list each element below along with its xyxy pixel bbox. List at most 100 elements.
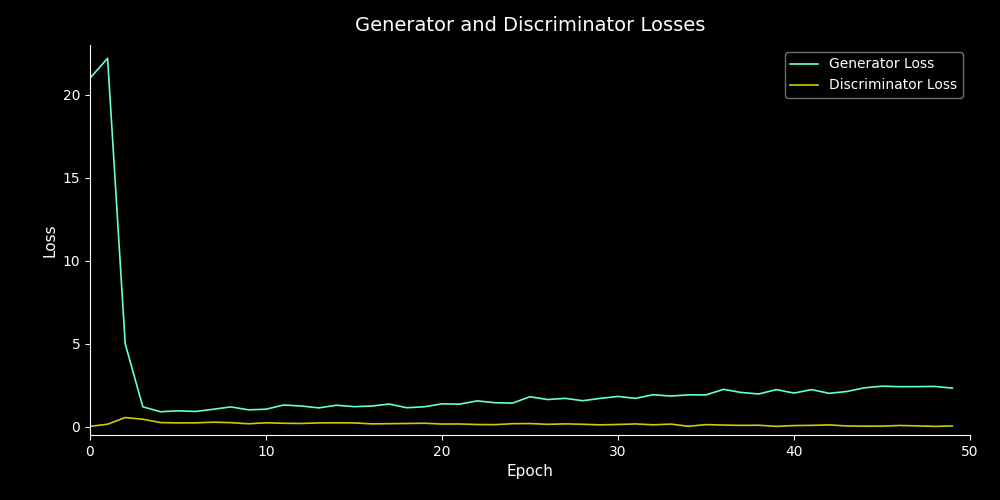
Discriminator Loss — [946, 423, 958, 429]
Generator Loss — [260, 406, 272, 412]
Discriminator Loss — [190, 420, 202, 426]
Discriminator Loss — [295, 420, 307, 426]
Discriminator Loss — [137, 416, 149, 422]
Generator Loss — [700, 392, 712, 398]
Discriminator Loss — [894, 422, 906, 428]
Generator Loss — [718, 386, 730, 392]
Discriminator Loss — [718, 422, 730, 428]
Generator Loss — [225, 404, 237, 410]
Generator Loss — [313, 405, 325, 411]
Generator Loss — [894, 384, 906, 390]
Discriminator Loss — [876, 423, 888, 429]
Generator Loss — [242, 407, 254, 413]
Discriminator Loss — [647, 422, 659, 428]
Generator Loss — [366, 403, 378, 409]
Generator Loss — [295, 403, 307, 409]
Discriminator Loss — [436, 421, 448, 427]
Discriminator Loss — [489, 422, 501, 428]
Discriminator Loss — [665, 421, 677, 427]
Discriminator Loss — [225, 420, 237, 426]
Discriminator Loss — [594, 422, 606, 428]
X-axis label: Epoch: Epoch — [507, 464, 553, 479]
Generator Loss — [841, 388, 853, 394]
Generator Loss — [278, 402, 290, 408]
Discriminator Loss — [524, 420, 536, 426]
Generator Loss — [594, 396, 606, 402]
Discriminator Loss — [770, 424, 782, 430]
Discriminator Loss — [806, 422, 818, 428]
Generator Loss — [84, 75, 96, 81]
Generator Loss — [630, 396, 642, 402]
Discriminator Loss — [401, 420, 413, 426]
Discriminator Loss — [278, 420, 290, 426]
Discriminator Loss — [630, 421, 642, 427]
Discriminator Loss — [172, 420, 184, 426]
Discriminator Loss — [348, 420, 360, 426]
Generator Loss — [612, 394, 624, 400]
Generator Loss — [436, 401, 448, 407]
Discriminator Loss — [84, 424, 96, 430]
Generator Loss — [383, 401, 395, 407]
Generator Loss — [682, 392, 694, 398]
Discriminator Loss — [542, 422, 554, 428]
Generator Loss — [647, 392, 659, 398]
Discriminator Loss — [154, 420, 166, 426]
Generator Loss — [524, 394, 536, 400]
Discriminator Loss — [911, 423, 923, 429]
Legend: Generator Loss, Discriminator Loss: Generator Loss, Discriminator Loss — [785, 52, 963, 98]
Generator Loss — [137, 404, 149, 410]
Discriminator Loss — [418, 420, 430, 426]
Discriminator Loss — [330, 420, 342, 426]
Generator Loss — [190, 408, 202, 414]
Discriminator Loss — [207, 419, 219, 425]
Discriminator Loss — [260, 420, 272, 426]
Generator Loss — [788, 390, 800, 396]
Generator Loss — [946, 385, 958, 391]
Generator Loss — [858, 385, 870, 391]
Generator Loss — [542, 396, 554, 402]
Discriminator Loss — [383, 420, 395, 426]
Discriminator Loss — [823, 422, 835, 428]
Discriminator Loss — [313, 420, 325, 426]
Title: Generator and Discriminator Losses: Generator and Discriminator Losses — [355, 16, 705, 35]
Discriminator Loss — [242, 421, 254, 427]
Generator Loss — [401, 404, 413, 410]
Discriminator Loss — [753, 422, 765, 428]
Discriminator Loss — [454, 421, 466, 427]
Discriminator Loss — [841, 423, 853, 429]
Generator Loss — [154, 409, 166, 415]
Discriminator Loss — [858, 423, 870, 429]
Generator Loss — [665, 393, 677, 399]
Generator Loss — [911, 384, 923, 390]
Y-axis label: Loss: Loss — [42, 223, 57, 257]
Discriminator Loss — [929, 424, 941, 430]
Generator Loss — [753, 391, 765, 397]
Discriminator Loss — [788, 422, 800, 428]
Generator Loss — [770, 386, 782, 392]
Generator Loss — [806, 386, 818, 392]
Discriminator Loss — [559, 421, 571, 427]
Generator Loss — [559, 396, 571, 402]
Generator Loss — [823, 390, 835, 396]
Generator Loss — [454, 401, 466, 407]
Discriminator Loss — [471, 422, 483, 428]
Generator Loss — [102, 56, 114, 62]
Generator Loss — [735, 390, 747, 396]
Generator Loss — [489, 400, 501, 406]
Discriminator Loss — [102, 421, 114, 427]
Generator Loss — [119, 340, 131, 346]
Generator Loss — [577, 398, 589, 404]
Generator Loss — [418, 404, 430, 410]
Generator Loss — [172, 408, 184, 414]
Discriminator Loss — [119, 414, 131, 420]
Discriminator Loss — [612, 422, 624, 428]
Generator Loss — [348, 404, 360, 409]
Generator Loss — [471, 398, 483, 404]
Generator Loss — [207, 406, 219, 412]
Line: Generator Loss: Generator Loss — [90, 58, 952, 412]
Generator Loss — [876, 383, 888, 389]
Line: Discriminator Loss: Discriminator Loss — [90, 418, 952, 426]
Generator Loss — [330, 402, 342, 408]
Discriminator Loss — [682, 424, 694, 430]
Discriminator Loss — [506, 420, 518, 426]
